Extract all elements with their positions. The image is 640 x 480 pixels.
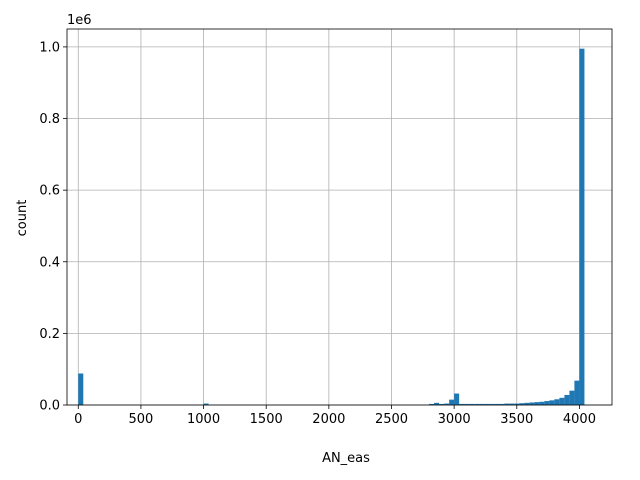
histogram-bar [454, 393, 460, 405]
y-scale-multiplier: 1e6 [67, 13, 92, 28]
histogram-bar [534, 402, 540, 405]
bars [78, 48, 585, 405]
x-tick-label: 2500 [375, 412, 408, 427]
histogram-bar [429, 403, 435, 405]
histogram-bar [434, 402, 440, 405]
histogram-bar [499, 403, 505, 405]
histogram-bar [569, 390, 575, 405]
x-axis-label: AN_eas [322, 451, 370, 466]
y-axis-ticks: 0.0 0.2 0.4 0.6 0.8 1.0 [39, 40, 67, 414]
histogram-bar [474, 403, 480, 405]
histogram-bar [509, 403, 515, 405]
histogram-bar [574, 380, 580, 405]
x-tick-label: 3500 [500, 412, 533, 427]
histogram-bar [579, 48, 585, 405]
plot-frame [66, 28, 613, 406]
histogram-bar [78, 373, 84, 405]
histogram-bar [519, 403, 525, 405]
histogram-bar [559, 397, 565, 405]
x-tick-label: 4000 [563, 412, 596, 427]
histogram-bar [544, 401, 550, 405]
histogram-bar [459, 403, 465, 405]
y-axis-label: count [15, 200, 30, 237]
y-tick-label: 0.0 [39, 399, 60, 414]
y-tick-label: 0.4 [39, 255, 60, 270]
axes-frame [66, 28, 613, 406]
y-tick-label: 1.0 [39, 40, 60, 55]
histogram-bar [564, 394, 570, 405]
histogram-bar [504, 403, 510, 405]
histogram-bar [203, 403, 209, 405]
x-tick-label: 0 [74, 412, 82, 427]
histogram-bar [439, 403, 445, 405]
histogram-bar [479, 403, 485, 405]
histogram-bar [524, 402, 530, 405]
histogram-bar [464, 403, 470, 405]
y-tick-label: 0.8 [39, 112, 60, 127]
histogram-bar [494, 403, 500, 405]
histogram-bar [529, 402, 535, 405]
x-tick-label: 500 [129, 412, 154, 427]
histogram-bar [514, 403, 520, 405]
y-tick-label: 0.6 [39, 184, 60, 199]
x-tick-label: 1000 [187, 412, 220, 427]
histogram-bar [539, 401, 545, 405]
y-tick-label: 0.2 [39, 327, 60, 342]
histogram-bar [444, 403, 450, 405]
x-axis-ticks: 0 500 1000 1500 2000 2500 3000 3500 4000 [74, 405, 596, 427]
histogram-bar [549, 400, 555, 405]
histogram-bar [489, 403, 495, 405]
histogram-bar [554, 399, 560, 405]
histogram-bar [469, 403, 475, 405]
histogram-bar [449, 399, 455, 405]
x-tick-label: 1500 [250, 412, 283, 427]
histogram-bar [484, 403, 490, 405]
x-tick-label: 2000 [312, 412, 345, 427]
grid [67, 29, 612, 406]
x-tick-label: 3000 [438, 412, 471, 427]
